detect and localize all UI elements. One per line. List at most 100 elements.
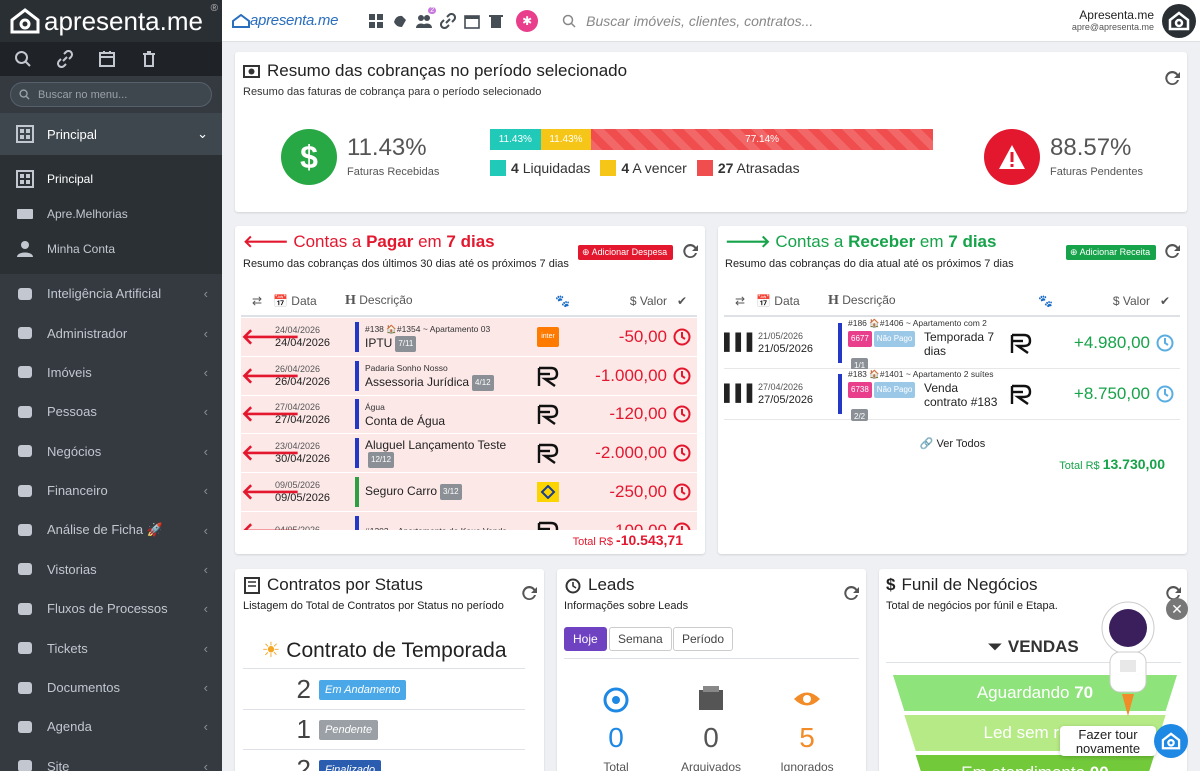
row-date-due: 24/04/2026 — [275, 336, 331, 349]
refresh-icon[interactable] — [683, 244, 699, 260]
tab-semana[interactable]: Semana — [609, 627, 672, 651]
pagar-total: Total R$ -10.543,71 — [573, 532, 683, 548]
refresh-icon[interactable] — [1165, 244, 1181, 260]
clock-icon[interactable] — [1156, 385, 1174, 403]
table-row[interactable]: 🡐04/05/2026 #1303 ~ Apartamento do Kaue V… — [241, 511, 697, 530]
topbar-logo[interactable]: apresenta.me — [232, 12, 338, 29]
contract-status-row[interactable]: 1 Pendente — [243, 710, 525, 750]
tab-periodo[interactable]: Período — [673, 627, 734, 651]
see-all-link[interactable]: 🔗 Ver Todos — [718, 437, 1187, 450]
sidebar-item-principal[interactable]: Principal — [0, 161, 222, 196]
help-avatar[interactable] — [1154, 724, 1188, 758]
handshake-icon[interactable] — [392, 13, 408, 29]
lead-stat: 0 Arquivados — [676, 684, 746, 771]
avatar[interactable] — [1162, 4, 1196, 38]
tour-button[interactable]: Fazer tour novamente — [1060, 726, 1156, 756]
resumo-title: Resumo das cobranças no período selecion… — [267, 61, 628, 80]
close-icon[interactable]: ✕ — [1166, 598, 1188, 620]
clock-icon[interactable] — [673, 444, 691, 462]
link-icon[interactable] — [440, 12, 457, 29]
sidebar-item-3[interactable]: Imóveis ‹ — [0, 353, 222, 392]
total-label: Total R$ — [572, 536, 613, 548]
sidebar-item-5[interactable]: Negócios ‹ — [0, 432, 222, 471]
exchange-icon: ⇄ — [251, 294, 263, 308]
sidebar-item-12[interactable]: Agenda ‹ — [0, 707, 222, 746]
funnel-step[interactable]: Em atendimento 00 — [915, 755, 1155, 771]
sidebar-group-principal[interactable]: Principal ⌄ — [0, 113, 222, 155]
row-ref: Água — [365, 402, 385, 413]
chevron-left-icon: ‹ — [203, 640, 208, 656]
sidebar-item-label: Tickets — [47, 640, 88, 656]
tab-hoje[interactable]: Hoje — [564, 627, 607, 651]
add-income-button[interactable]: ⊕ Adicionar Receita — [1066, 245, 1157, 260]
legend-count: 27 — [717, 160, 734, 176]
add-expense-button[interactable]: ⊕ Adicionar Despesa — [578, 245, 674, 260]
grid-icon[interactable] — [368, 13, 384, 29]
row-date-due: 09/05/2026 — [275, 492, 331, 505]
brand-logo[interactable]: apresenta.me ® — [0, 0, 222, 42]
sidebar-item-label: Financeiro — [47, 483, 108, 499]
clock-icon[interactable] — [673, 405, 691, 423]
bank-icon: 🐾 — [1038, 294, 1053, 308]
house-logo-icon — [10, 8, 40, 34]
sidebar-item-apre-melhorias[interactable]: Apre.Melhorias — [0, 196, 222, 231]
clock-icon[interactable] — [673, 522, 691, 530]
clock-icon[interactable] — [1156, 334, 1174, 352]
legend-count: 4 — [511, 160, 519, 176]
sidebar-item-10[interactable]: Tickets ‹ — [0, 629, 222, 668]
astronaut-mascot[interactable] — [1088, 598, 1168, 718]
refresh-icon[interactable] — [1165, 71, 1181, 87]
sidebar-group-label: Principal — [47, 126, 97, 142]
users-icon[interactable]: 2 — [416, 6, 437, 29]
global-search-input[interactable]: Buscar imóveis, clientes, contratos... — [562, 13, 813, 29]
sidebar-item-minha-conta[interactable]: Minha Conta — [0, 231, 222, 266]
chevron-left-icon: ‹ — [203, 325, 208, 341]
resumo-card: Resumo das cobranças no período selecion… — [235, 52, 1187, 212]
people-icon — [16, 403, 34, 421]
refresh-icon[interactable] — [1166, 586, 1182, 602]
table-row[interactable]: ▌▌▌ 21/05/2026 21/05/2026 #186 🏠#1406 ~ Apa… — [724, 318, 1180, 370]
table-row[interactable]: 🡐 26/04/2026 26/04/2026 Padaria Sonho Nosso… — [241, 356, 697, 396]
exchange-icon: ⇄ — [734, 294, 746, 308]
search-icon[interactable] — [14, 50, 32, 68]
clock-icon[interactable] — [673, 367, 691, 385]
refresh-icon[interactable] — [844, 586, 860, 602]
sidebar-item-4[interactable]: Pessoas ‹ — [0, 392, 222, 431]
table-row[interactable]: 🡐 09/05/2026 09/05/2026 Seguro Carro 3/12 -25… — [241, 473, 697, 512]
sidebar-item-1[interactable]: Inteligência Artificial ‹ — [0, 274, 222, 313]
calendar-icon[interactable] — [98, 50, 116, 68]
sidebar-item-13[interactable]: Site ‹ — [0, 747, 222, 771]
contract-status-row[interactable]: 2 Em Andamento — [243, 670, 525, 710]
table-row[interactable]: ▌▌▌ 27/04/2026 27/05/2026 #183 🏠#1401 ~ Apa… — [724, 369, 1180, 421]
link-icon[interactable] — [56, 50, 74, 68]
sidebar-item-6[interactable]: Financeiro ‹ — [0, 471, 222, 510]
col-desc: H Descrição — [828, 293, 896, 308]
table-row[interactable]: 🡐 23/04/2026 30/04/2026 Aluguel Lançamento … — [241, 434, 697, 474]
clock-icon[interactable] — [673, 328, 691, 346]
clock-icon[interactable] — [673, 483, 691, 501]
r-bank-logo — [1010, 333, 1032, 354]
trash-icon[interactable] — [140, 50, 158, 68]
table-row[interactable]: 🡐 27/04/2026 27/04/2026 Água Conta de Água -1… — [241, 395, 697, 435]
filter-icon: ⏷ — [988, 636, 1002, 656]
robot-icon — [16, 285, 34, 303]
sidebar-item-8[interactable]: Vistorias ‹ — [0, 550, 222, 589]
funnel-step-value: 70 — [1074, 683, 1094, 702]
refresh-icon[interactable] — [522, 586, 538, 602]
calendar-icon[interactable] — [464, 13, 480, 29]
sidebar-item-2[interactable]: Administrador ‹ — [0, 313, 222, 352]
barcode-icon: ▌▌▌ — [724, 385, 759, 402]
sidebar-item-11[interactable]: Documentos ‹ — [0, 668, 222, 707]
magic-icon[interactable]: ✱ — [516, 9, 539, 32]
sidebar-item-9[interactable]: Fluxos de Processos ‹ — [0, 589, 222, 628]
table-row[interactable]: 🡐 24/04/2026 24/04/2026 #138 🏠#1354 ~ Apart… — [241, 318, 697, 357]
user-menu[interactable]: Apresenta.me apre@apresenta.me — [1072, 8, 1154, 32]
arrow-left-icon: 🡐 — [241, 479, 300, 505]
arrow-left-icon: 🡐 — [241, 440, 300, 466]
trash-icon[interactable] — [488, 13, 504, 29]
sidebar-search-input[interactable]: Buscar no menu... — [10, 82, 212, 107]
sidebar-item-7[interactable]: Análise de Ficha 🚀 ‹ — [0, 510, 222, 549]
row-date-due: 30/04/2026 — [275, 453, 331, 466]
row-desc: Seguro Carro — [365, 484, 438, 499]
contract-status-row[interactable]: 2 Finalizado — [243, 750, 525, 771]
